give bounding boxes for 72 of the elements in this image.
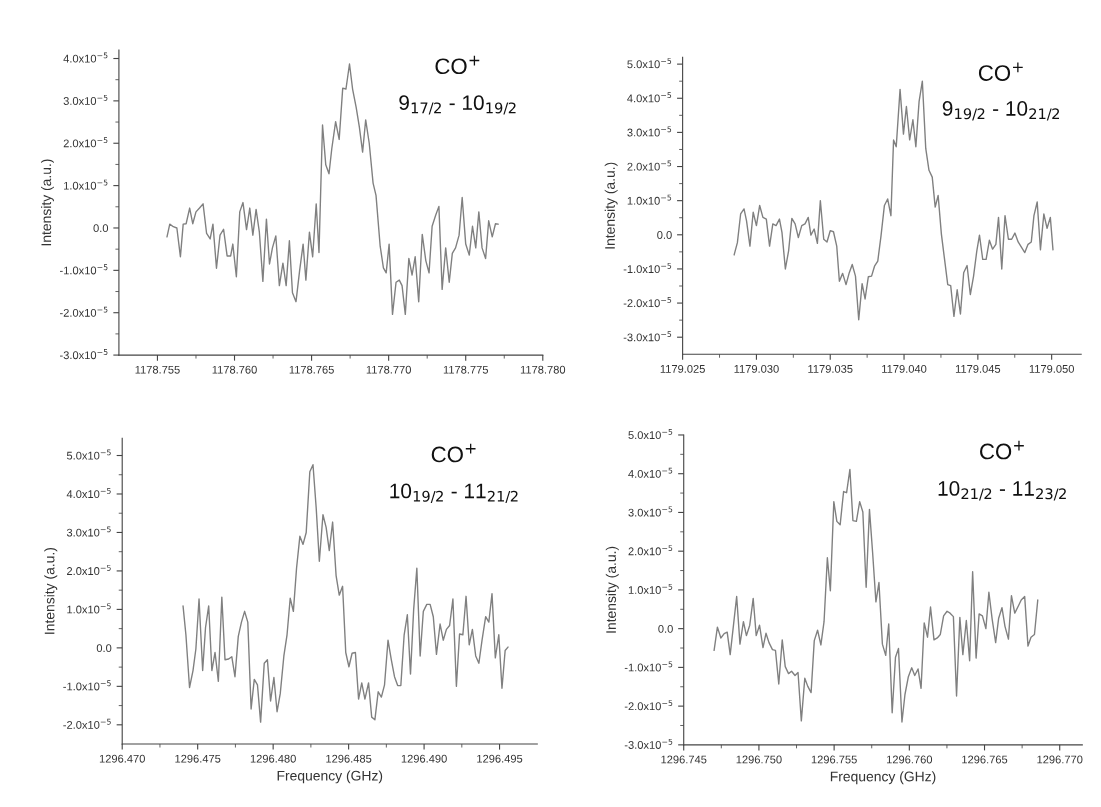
annotation: CO$^{+}$ [435, 55, 480, 75]
y-tick-label: 4.0x10$^{−5}$ [628, 467, 673, 478]
y-tick-label: -1.0x10$^{−5}$ [624, 661, 673, 672]
y-tick-label: 0.0 [93, 224, 109, 233]
annotation: CO$^{+}$ [980, 440, 1024, 460]
x-tick-label: 1296.765 [962, 755, 1008, 764]
y-tick-label: 2.0x10$^{−5}$ [63, 137, 108, 148]
x-tick-label: 1296.475 [175, 754, 221, 763]
annotation: 9$_{17/2}$ - 10$_{19/2}$ [399, 95, 516, 115]
x-tick-label: 1296.485 [326, 754, 372, 763]
y-tick-label: -1.0x10$^{−5}$ [623, 262, 672, 273]
y-tick-label: -1.0x10$^{−5}$ [63, 680, 111, 691]
y-tick-label: 0.0 [658, 624, 673, 633]
y-tick-label: -2.0x10$^{−5}$ [623, 297, 672, 308]
y-tick-label: 2.0x10$^{−5}$ [627, 160, 672, 171]
x-axis-title: Frequency (GHz) [830, 771, 936, 785]
x-tick-label: 1179.025 [660, 364, 705, 373]
x-tick-label: 1178.760 [212, 365, 257, 374]
y-tick-label: 4.0x10$^{−5}$ [627, 92, 672, 103]
x-axis-title: Frequency (GHz) [277, 770, 383, 784]
x-tick-label: 1178.755 [135, 365, 180, 374]
y-tick-label: 0.0 [657, 231, 672, 239]
annotation: CO$^{+}$ [431, 443, 476, 463]
y-tick-label: 5.0x10$^{−5}$ [628, 429, 673, 440]
y-tick-label: -2.0x10$^{−5}$ [63, 718, 111, 729]
x-tick-label: 1296.495 [477, 754, 523, 763]
annotation: 9$_{19/2}$ - 10$_{21/2}$ [942, 101, 1059, 121]
x-tick-label: 1179.050 [1029, 364, 1074, 373]
y-tick-label: 5.0x10$^{−5}$ [627, 58, 672, 69]
y-axis-title: Intensity (a.u.) [604, 162, 618, 249]
y-tick-label: 2.0x10$^{−5}$ [67, 564, 111, 575]
x-tick-label: 1296.750 [736, 755, 782, 764]
x-tick-label: 1179.030 [734, 364, 779, 373]
annotation: CO$^{+}$ [978, 62, 1023, 81]
y-axis-title: Intensity (a.u.) [44, 547, 58, 634]
x-tick-label: 1296.480 [250, 754, 296, 763]
y-tick-label: -2.0x10$^{−5}$ [59, 306, 108, 317]
y-tick-label: -3.0x10$^{−5}$ [624, 738, 673, 749]
y-tick-label: 2.0x10$^{−5}$ [628, 545, 673, 556]
annotation: 10$_{19/2}$ - 11$_{21/2}$ [390, 483, 518, 503]
y-tick-label: 4.0x10$^{−5}$ [66, 488, 111, 499]
x-tick-label: 1179.040 [882, 364, 927, 373]
y-tick-label: 0.0 [96, 644, 112, 653]
y-tick-label: -3.0x10$^{−5}$ [59, 349, 108, 360]
y-tick-label: 3.0x10$^{−5}$ [66, 526, 111, 537]
annotation: 10$_{21/2}$ - 11$_{23/2}$ [938, 481, 1066, 501]
y-tick-label: 1.0x10$^{−5}$ [67, 603, 111, 614]
x-tick-label: 1296.760 [887, 755, 933, 764]
y-tick-label: 5.0x10$^{−5}$ [66, 449, 111, 460]
x-tick-label: 1296.490 [401, 754, 447, 763]
y-tick-label: 3.0x10$^{−5}$ [63, 94, 108, 105]
y-tick-label: 1.0x10$^{−5}$ [64, 179, 108, 190]
x-tick-label: 1178.765 [289, 365, 334, 374]
y-tick-label: -2.0x10$^{−5}$ [624, 700, 673, 711]
y-tick-label: 3.0x10$^{−5}$ [628, 506, 673, 517]
x-tick-label: 1178.775 [443, 365, 489, 374]
x-tick-label: 1296.470 [99, 754, 145, 763]
y-tick-label: 3.0x10$^{−5}$ [627, 126, 672, 137]
y-tick-label: -1.0x10$^{−5}$ [59, 264, 108, 275]
x-tick-label: 1179.045 [955, 364, 1001, 373]
x-tick-label: 1178.780 [520, 365, 566, 374]
y-tick-label: -3.0x10$^{−5}$ [623, 331, 672, 342]
y-axis-title: Intensity (a.u.) [605, 546, 619, 633]
y-tick-label: 1.0x10$^{−5}$ [628, 583, 673, 594]
x-tick-label: 1178.770 [366, 365, 411, 374]
x-tick-label: 1296.755 [811, 755, 857, 764]
y-tick-label: 1.0x10$^{−5}$ [627, 194, 672, 205]
x-tick-label: 1296.770 [1037, 755, 1083, 764]
x-tick-label: 1296.745 [661, 755, 707, 764]
x-tick-label: 1179.035 [808, 364, 853, 373]
y-tick-label: 4.0x10$^{−5}$ [63, 52, 108, 63]
y-axis-title: Intensity (a.u.) [40, 159, 54, 246]
